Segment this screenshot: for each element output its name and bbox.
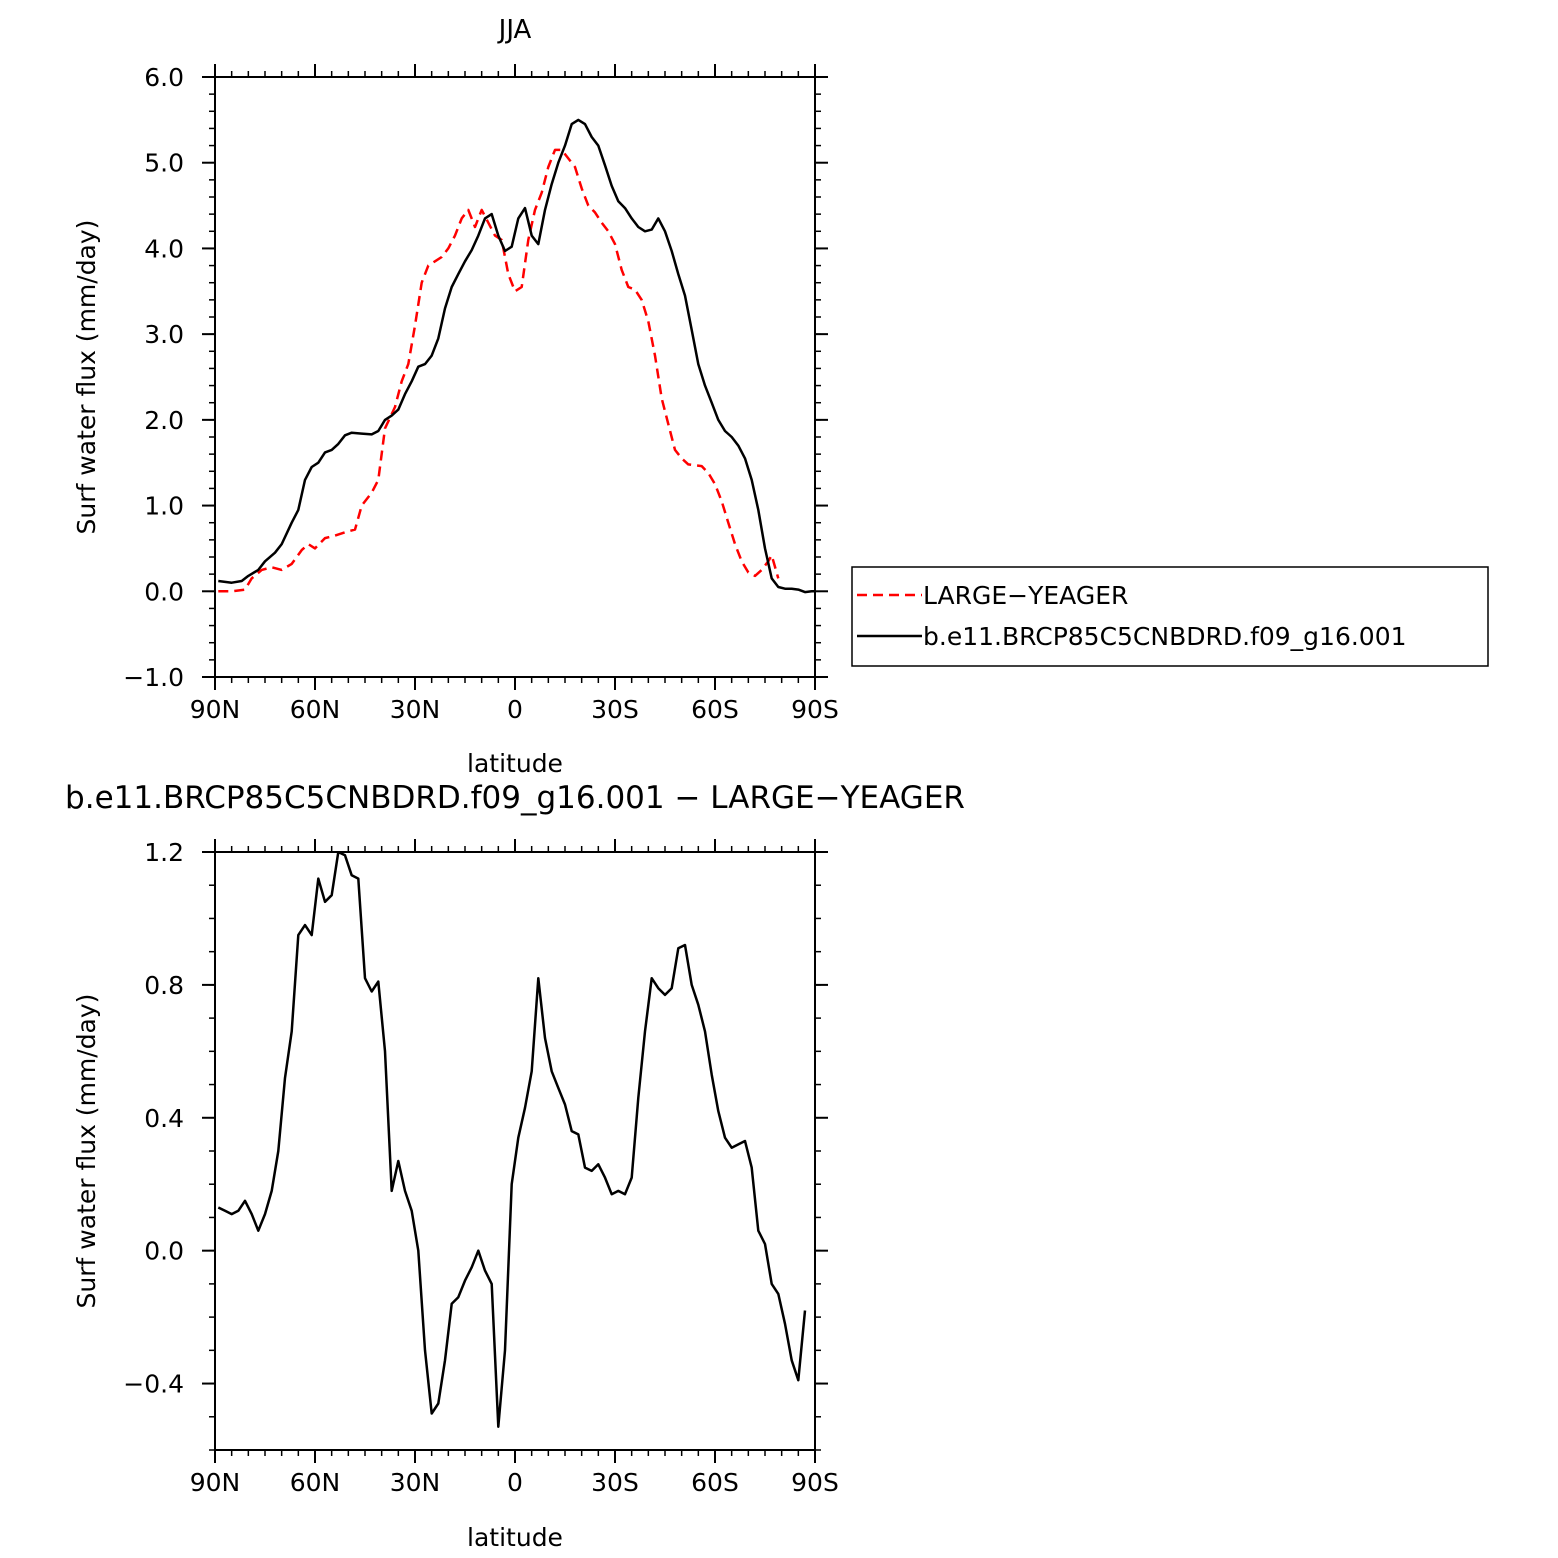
x-tick-label: 0 (507, 1468, 523, 1497)
y-tick-label: −0.4 (123, 1370, 184, 1399)
top-panel-plot-frame (214, 76, 816, 678)
x-tick-label: 30N (390, 695, 441, 724)
top-panel-y-axis-label: Surf water flux (mm/day) (72, 220, 101, 535)
x-tick-label: 0 (507, 695, 523, 724)
x-tick-label: 90S (791, 1468, 839, 1497)
y-tick-label: 5.0 (144, 149, 184, 178)
bottom-panel-series-group (217, 852, 807, 1428)
top-panel-ticks: 90N 60N 30N 0 30S 60S 90S 6.0 5.0 4.0 3.0 2.0 1.0 0.0… (123, 63, 839, 724)
top-panel: JJA 90N 60N 30N 0 30S 60S 90S 6.0 5.0 4.0 3.0 2.0 1.… (72, 15, 839, 778)
x-tick-label: 60S (691, 1468, 739, 1497)
legend: LARGE−YEAGER b.e11.BRCP85C5CNBDRD.f09_g1… (851, 566, 1489, 667)
y-tick-label: 0.8 (144, 971, 184, 1000)
bottom-panel-x-axis-label: latitude (467, 1523, 563, 1552)
y-tick-label: −1.0 (123, 663, 184, 692)
y-tick-label: 6.0 (144, 63, 184, 92)
legend-label-large-yeager: LARGE−YEAGER (923, 581, 1128, 610)
top-panel-x-axis-label: latitude (467, 749, 563, 778)
y-tick-label: 0.0 (144, 577, 184, 606)
x-tick-label: 60S (691, 695, 739, 724)
top-panel-series-group (218, 118, 815, 594)
legend-label-model-run: b.e11.BRCP85C5CNBDRD.f09_g16.001 (923, 622, 1407, 651)
x-tick-label: 30S (591, 1468, 639, 1497)
y-tick-label: 2.0 (144, 406, 184, 435)
y-tick-label: 1.0 (144, 492, 184, 521)
bottom-panel: b.e11.BRCP85C5CNBDRD.f09_g16.001 − LARGE… (65, 780, 965, 1552)
series-line-difference (217, 852, 807, 1428)
x-tick-label: 30S (591, 695, 639, 724)
y-tick-label: 4.0 (144, 234, 184, 263)
x-tick-label: 90S (791, 695, 839, 724)
bottom-panel-plot-frame (214, 851, 816, 1451)
top-panel-title: JJA (497, 15, 532, 45)
y-tick-label: 0.4 (144, 1104, 184, 1133)
y-tick-label: 0.0 (144, 1237, 184, 1266)
legend-box (851, 566, 1489, 667)
x-tick-label: 60N (290, 1468, 341, 1497)
bottom-panel-title: b.e11.BRCP85C5CNBDRD.f09_g16.001 − LARGE… (65, 780, 965, 816)
x-tick-label: 30N (390, 1468, 441, 1497)
x-tick-label: 90N (190, 695, 241, 724)
series-line-large-yeager (218, 148, 780, 593)
y-tick-label: 1.2 (144, 838, 184, 867)
series-line-model-run (218, 118, 815, 594)
bottom-panel-ticks: 90N 60N 30N 0 30S 60S 90S 1.2 0.8 0.4 0.0 −0.4 (123, 838, 839, 1497)
y-tick-label: 3.0 (144, 320, 184, 349)
bottom-panel-y-axis-label: Surf water flux (mm/day) (72, 994, 101, 1309)
x-tick-label: 90N (190, 1468, 241, 1497)
x-tick-label: 60N (290, 695, 341, 724)
